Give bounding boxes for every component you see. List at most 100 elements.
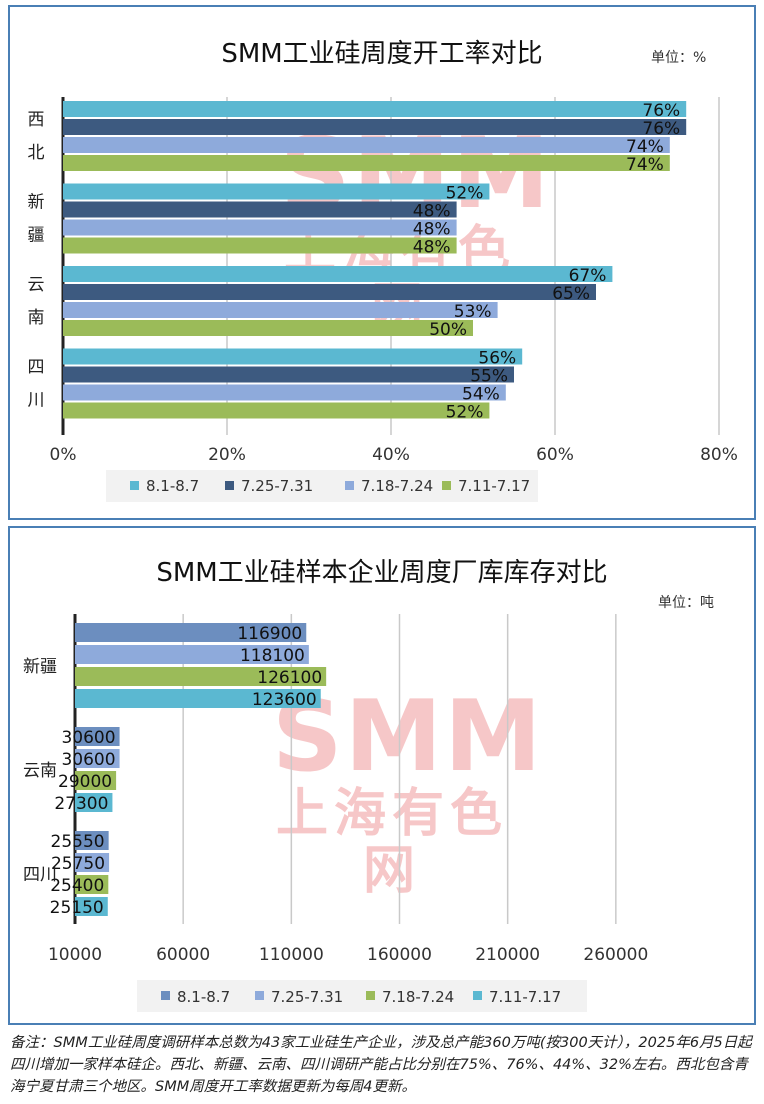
bar [63,137,670,153]
category-label: 新疆 [23,657,57,677]
bar [63,384,506,401]
data-label: 54% [462,385,500,405]
bar [75,727,120,746]
data-label: 76% [642,119,680,139]
category-label: 四川 [23,865,57,885]
legend-label: 7.25-7.31 [241,477,313,495]
x-tick-label: 80% [700,445,738,465]
data-label: 116900 [237,624,302,644]
bar [75,623,307,642]
x-tick-label: 60000 [156,945,210,965]
bar [63,348,523,365]
category-label: 北 [28,143,45,163]
legend-swatch [473,991,482,1000]
x-tick-label: 160000 [367,945,432,965]
data-label: 52% [446,184,484,204]
operating-rate-chart-panel: SMM工业硅周度开工率对比 单位：% SMM 上海有色网 0%20%40%60%… [8,5,756,520]
data-label: 52% [446,403,484,423]
category-label: 云 [28,275,45,295]
category-label: 新 [28,193,45,213]
x-tick-label: 110000 [259,945,324,965]
legend-swatch [366,991,375,1000]
legend-swatch [255,991,264,1000]
inventory-chart-panel: SMM工业硅样本企业周度厂库库存对比 单位：吨 SMM 上海有色网 10000 6… [8,526,756,1025]
data-label: 76% [642,101,680,121]
x-tick-label: 210000 [475,945,540,965]
data-label: 27300 [54,794,108,814]
legend-swatch [442,481,451,490]
data-label: 74% [626,137,664,157]
bar [63,155,670,171]
data-label: 126100 [257,668,322,688]
bar [63,402,490,419]
bar [63,119,687,135]
legend-swatch [225,481,234,490]
data-label: 65% [552,284,590,304]
legend-label: 8.1-8.7 [177,988,230,1006]
bar [75,875,109,894]
data-label: 53% [454,302,492,322]
x-tick-label: 40% [372,445,410,465]
legend-swatch [161,991,170,1000]
bar [75,853,110,872]
data-label: 25550 [51,832,105,852]
bar [75,749,120,768]
data-label: 74% [626,155,664,175]
category-label: 南 [28,308,45,328]
unit-label: 单位：% [651,50,707,66]
category-label: 西 [28,110,45,130]
bar [63,366,514,383]
legend-box [137,980,587,1012]
operating-rate-bar-chart: 0% 20% 40% 60% 80%76%76%74%74%西北52%48%48%48%… [28,97,738,502]
bar [63,266,613,282]
bar [75,771,117,790]
data-label: 30600 [61,750,115,770]
data-label: 48% [413,238,451,258]
x-tick-label: 20% [208,445,246,465]
category-label: 云南 [23,761,57,781]
data-label: 118100 [240,646,305,666]
data-label: 50% [429,320,467,340]
data-label: 25400 [50,876,104,896]
x-tick-label: 10000 [48,945,102,965]
data-label: 123600 [252,690,317,710]
bar [75,667,327,686]
bar [75,831,109,850]
x-tick-label: 0% [50,445,77,465]
category-label: 川 [28,391,45,411]
data-label: 48% [413,220,451,240]
bar [63,101,687,117]
bar [75,793,113,812]
bar [63,284,596,300]
legend-label: 8.1-8.7 [146,477,199,495]
data-label: 25750 [51,854,105,874]
legend-label: 7.18-7.24 [361,477,433,495]
legend-swatch [130,481,139,490]
data-label: 29000 [58,772,112,792]
category-label: 四 [28,358,45,378]
category-label: 疆 [28,226,45,246]
chart-title: SMM工业硅样本企业周度厂库库存对比 [156,558,608,588]
bar [63,183,490,200]
bar [75,689,321,708]
unit-label: 单位：吨 [658,595,714,611]
data-label: 55% [470,367,508,387]
bar [63,237,457,254]
bar [63,320,473,336]
legend-swatch [345,481,354,490]
legend-box [106,470,538,502]
footnote: 备注：SMM工业硅周度调研样本总数为43家工业硅生产企业，涉及总产能360万吨(… [10,1035,752,1095]
x-tick-label: 260000 [583,945,648,965]
data-label: 67% [569,266,607,286]
data-label: 48% [413,202,451,222]
legend-label: 7.11-7.17 [458,477,530,495]
bar [63,201,457,218]
bar [63,302,498,318]
bar [63,219,457,236]
x-tick-label: 60% [536,445,574,465]
legend-label: 7.25-7.31 [271,988,343,1006]
inventory-bar-chart: 10000 60000 110000 160000 210000 260000 116900… [23,614,648,1012]
legend-label: 7.11-7.17 [489,988,561,1006]
data-label: 25150 [50,898,104,918]
data-label: 56% [478,349,516,369]
